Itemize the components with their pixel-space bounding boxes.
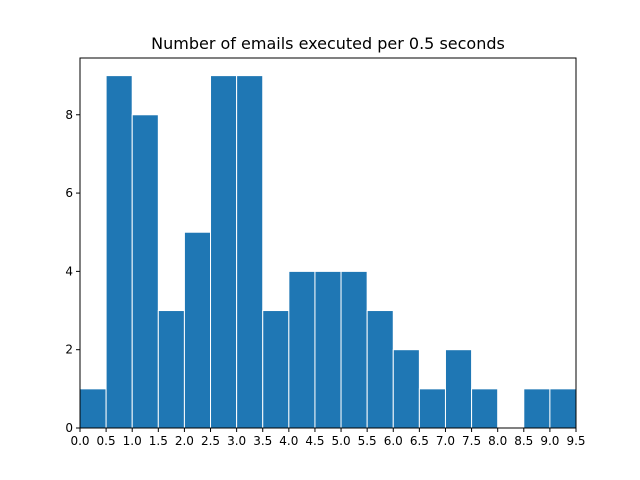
y-tick-label: 2 — [65, 343, 73, 357]
x-tick-label: 2.5 — [201, 434, 220, 448]
x-tick-label: 5.0 — [332, 434, 351, 448]
x-tick-label: 6.0 — [384, 434, 403, 448]
x-tick-label: 9.5 — [566, 434, 585, 448]
histogram-bar — [236, 75, 264, 429]
x-tick-label: 4.5 — [305, 434, 324, 448]
x-tick-label: 5.5 — [358, 434, 377, 448]
x-tick-label: 9.0 — [540, 434, 559, 448]
x-tick-label: 1.0 — [123, 434, 142, 448]
histogram-bar — [314, 270, 342, 429]
x-tick-label: 8.0 — [488, 434, 507, 448]
histogram-bar — [79, 388, 107, 429]
x-tick-label: 3.5 — [253, 434, 272, 448]
histogram-bar — [366, 310, 394, 429]
y-tick-label: 8 — [65, 108, 73, 122]
x-tick-label: 8.5 — [514, 434, 533, 448]
histogram-bar — [523, 388, 551, 429]
histogram-bar — [131, 114, 159, 429]
histogram-bar — [471, 388, 499, 429]
x-tick-label: 0.5 — [97, 434, 116, 448]
x-axis-ticks: 0.0 0.5 1.0 1.5 2.0 2.5 3.0 3.5 4.0 4.5 5.0 5.5 6.0 6… — [70, 428, 586, 448]
y-tick-label: 0 — [65, 421, 73, 435]
plot-frame — [79, 57, 577, 429]
histogram-bar — [262, 310, 290, 429]
bars-layer — [79, 75, 577, 429]
x-tick-label: 1.5 — [149, 434, 168, 448]
histogram-bar — [549, 388, 577, 429]
y-tick-label: 6 — [65, 186, 73, 200]
histogram-bar — [105, 75, 133, 429]
x-tick-label: 3.0 — [227, 434, 246, 448]
chart-title: Number of emails executed per 0.5 second… — [151, 34, 505, 53]
y-axis-ticks: 0 2 4 6 8 — [65, 108, 80, 435]
x-tick-label: 4.0 — [279, 434, 298, 448]
x-tick-label: 7.5 — [462, 434, 481, 448]
histogram-bar — [157, 310, 185, 429]
x-tick-label: 0.0 — [70, 434, 89, 448]
y-tick-label: 4 — [65, 264, 73, 278]
x-tick-label: 6.5 — [410, 434, 429, 448]
histogram-bar — [210, 75, 238, 429]
histogram-bar — [418, 388, 446, 429]
histogram-bar — [444, 349, 473, 429]
histogram-bar — [340, 270, 368, 429]
x-tick-label: 2.0 — [175, 434, 194, 448]
histogram-bar — [392, 349, 420, 429]
histogram-bar — [288, 270, 316, 429]
x-tick-label: 7.0 — [436, 434, 455, 448]
histogram-bar — [183, 231, 212, 429]
